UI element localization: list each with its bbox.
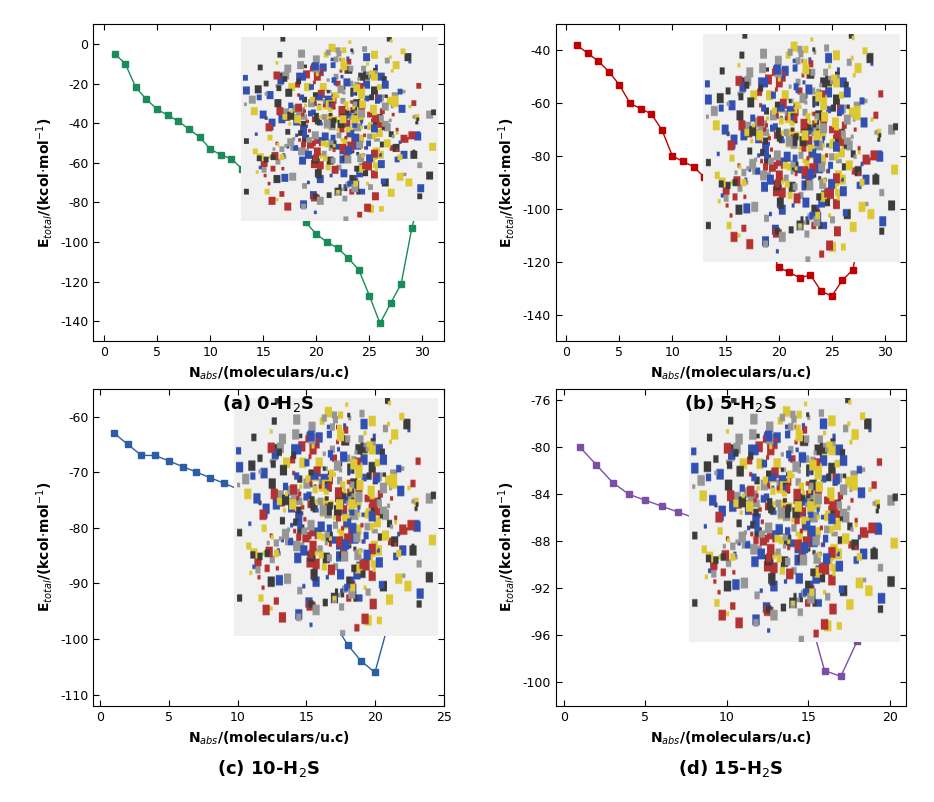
X-axis label: N$_{abs}$/(moleculars/u.c): N$_{abs}$/(moleculars/u.c) bbox=[188, 729, 349, 747]
X-axis label: N$_{abs}$/(moleculars/u.c): N$_{abs}$/(moleculars/u.c) bbox=[188, 365, 349, 382]
Y-axis label: E$_{total}$/(kcol$\cdot$mol$^{-1}$): E$_{total}$/(kcol$\cdot$mol$^{-1}$) bbox=[34, 117, 54, 248]
Y-axis label: E$_{total}$/(kcol$\cdot$mol$^{-1}$): E$_{total}$/(kcol$\cdot$mol$^{-1}$) bbox=[496, 482, 517, 613]
Text: (b) 5-H$_2$S: (b) 5-H$_2$S bbox=[685, 393, 777, 415]
Text: (d) 15-H$_2$S: (d) 15-H$_2$S bbox=[678, 758, 784, 779]
Y-axis label: E$_{total}$/(kcol$\cdot$mol$^{-1}$): E$_{total}$/(kcol$\cdot$mol$^{-1}$) bbox=[34, 482, 54, 613]
X-axis label: N$_{abs}$/(moleculars/u.c): N$_{abs}$/(moleculars/u.c) bbox=[650, 729, 812, 747]
Text: (a) 0-H$_2$S: (a) 0-H$_2$S bbox=[222, 393, 315, 415]
X-axis label: N$_{abs}$/(moleculars/u.c): N$_{abs}$/(moleculars/u.c) bbox=[650, 365, 812, 382]
Text: (c) 10-H$_2$S: (c) 10-H$_2$S bbox=[217, 758, 320, 779]
Y-axis label: E$_{total}$/(kcol$\cdot$mol$^{-1}$): E$_{total}$/(kcol$\cdot$mol$^{-1}$) bbox=[496, 117, 517, 248]
